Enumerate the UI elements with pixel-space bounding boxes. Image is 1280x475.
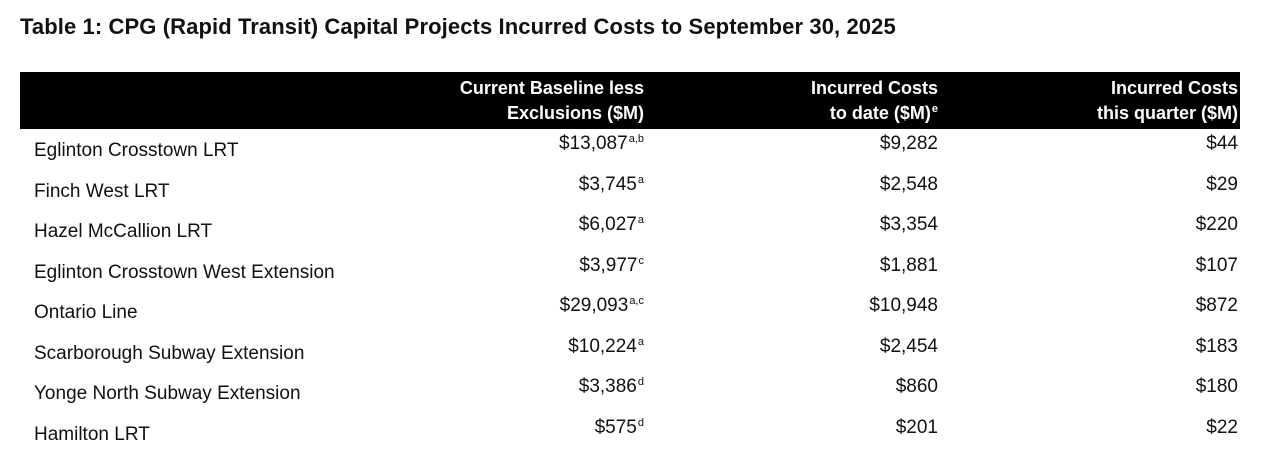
table-row: Eglinton Crosstown West Extension $3,977c… — [20, 251, 1240, 292]
incurred-quarter-cell: $220 — [1195, 214, 1238, 235]
incurred-quarter-cell: $107 — [1195, 254, 1238, 276]
baseline-footnote: d — [637, 376, 644, 388]
baseline-cell: $13,087a,b — [559, 133, 644, 155]
incurred-to-date-cell: $10,948 — [869, 295, 938, 316]
baseline-footnote: a — [637, 214, 644, 226]
header-incurred-to-date: Incurred Costs to date ($M)e — [811, 76, 938, 129]
baseline-value: $29,093 — [559, 295, 629, 316]
baseline-footnote: a — [637, 335, 644, 348]
baseline-cell: $575d — [595, 417, 644, 439]
header-incurred-line2: to date ($M) — [829, 103, 931, 123]
project-name: Eglinton Crosstown West Extension — [34, 261, 335, 283]
table-row: Scarborough Subway Extension $10,224a $2,4… — [20, 332, 1240, 373]
table-row: Hazel McCallion LRT $6,027a $3,354 $220 — [20, 210, 1240, 251]
project-name: Finch West LRT — [34, 180, 170, 202]
table-body: Eglinton Crosstown LRT $13,087a,b $9,282 $4… — [20, 129, 1240, 453]
baseline-footnote: d — [637, 416, 644, 429]
incurred-to-date-cell: $201 — [895, 416, 938, 438]
table-title: Table 1: CPG (Rapid Transit) Capital Pro… — [20, 14, 896, 39]
baseline-footnote: a,b — [628, 133, 644, 145]
baseline-value: $13,087 — [559, 133, 628, 154]
incurred-to-date-cell: $3,354 — [879, 214, 938, 235]
incurred-quarter-cell: $180 — [1195, 376, 1238, 397]
baseline-cell: $3,386d — [579, 376, 644, 398]
baseline-cell: $29,093a,c — [560, 295, 644, 317]
header-incurred-line2-wrap: to date ($M)e — [811, 101, 938, 129]
incurred-quarter-cell: $22 — [1206, 416, 1238, 438]
table-row: Eglinton Crosstown LRT $13,087a,b $9,282 $4… — [20, 129, 1240, 170]
baseline-footnote: a,c — [629, 295, 644, 307]
baseline-value: $3,977 — [579, 254, 638, 276]
incurred-to-date-cell: $2,454 — [879, 335, 938, 357]
baseline-value: $3,745 — [578, 173, 637, 195]
baseline-value: $575 — [594, 416, 637, 438]
baseline-value: $6,027 — [578, 214, 637, 235]
project-name: Yonge North Subway Extension — [34, 383, 301, 404]
incurred-to-date-cell: $2,548 — [879, 173, 938, 195]
incurred-quarter-cell: $29 — [1206, 173, 1238, 195]
table-row: Yonge North Subway Extension $3,386d $860 $… — [20, 372, 1240, 413]
baseline-cell: $6,027a — [579, 214, 644, 236]
header-baseline-line2: Exclusions ($M) — [506, 103, 644, 123]
project-name: Hazel McCallion LRT — [34, 221, 213, 242]
project-name: Hamilton LRT — [34, 423, 150, 445]
baseline-footnote: a — [637, 173, 644, 186]
incurred-to-date-cell: $860 — [895, 376, 938, 397]
project-name: Scarborough Subway Extension — [34, 342, 305, 364]
project-name: Eglinton Crosstown LRT — [34, 140, 239, 161]
header-incurred-line1: Incurred Costs — [810, 78, 938, 98]
header-baseline: Current Baseline less Exclusions ($M) — [460, 76, 644, 126]
table-row: Ontario Line $29,093a,c $10,948 $872 — [20, 291, 1240, 332]
header-quarter-line1: Incurred Costs — [1110, 78, 1238, 98]
header-baseline-line1: Current Baseline less — [459, 78, 644, 98]
table-header: Current Baseline less Exclusions ($M) In… — [20, 72, 1240, 129]
incurred-to-date-cell: $1,881 — [879, 254, 938, 276]
incurred-quarter-cell: $44 — [1206, 133, 1238, 154]
costs-table: Current Baseline less Exclusions ($M) In… — [20, 72, 1240, 453]
incurred-to-date-cell: $9,282 — [879, 133, 938, 154]
baseline-cell: $3,977c — [579, 255, 644, 277]
baseline-footnote: c — [638, 254, 645, 267]
header-quarter-line2: this quarter ($M) — [1096, 103, 1238, 123]
incurred-quarter-cell: $872 — [1195, 295, 1238, 316]
baseline-cell: $3,745a — [579, 174, 644, 196]
incurred-quarter-cell: $183 — [1195, 335, 1238, 357]
project-name: Ontario Line — [34, 302, 138, 323]
table-row: Hamilton LRT $575d $201 $22 — [20, 413, 1240, 454]
baseline-value: $3,386 — [578, 376, 637, 397]
header-incurred-this-quarter: Incurred Costs this quarter ($M) — [1097, 76, 1238, 126]
table-row: Finch West LRT $3,745a $2,548 $29 — [20, 170, 1240, 211]
baseline-cell: $10,224a — [568, 336, 644, 358]
baseline-value: $10,224 — [568, 335, 637, 357]
header-incurred-footnote: e — [931, 103, 938, 115]
